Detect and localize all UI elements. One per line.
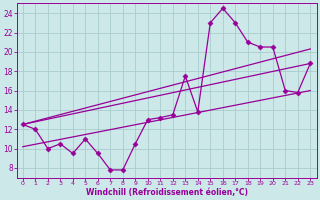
X-axis label: Windchill (Refroidissement éolien,°C): Windchill (Refroidissement éolien,°C) (85, 188, 248, 197)
